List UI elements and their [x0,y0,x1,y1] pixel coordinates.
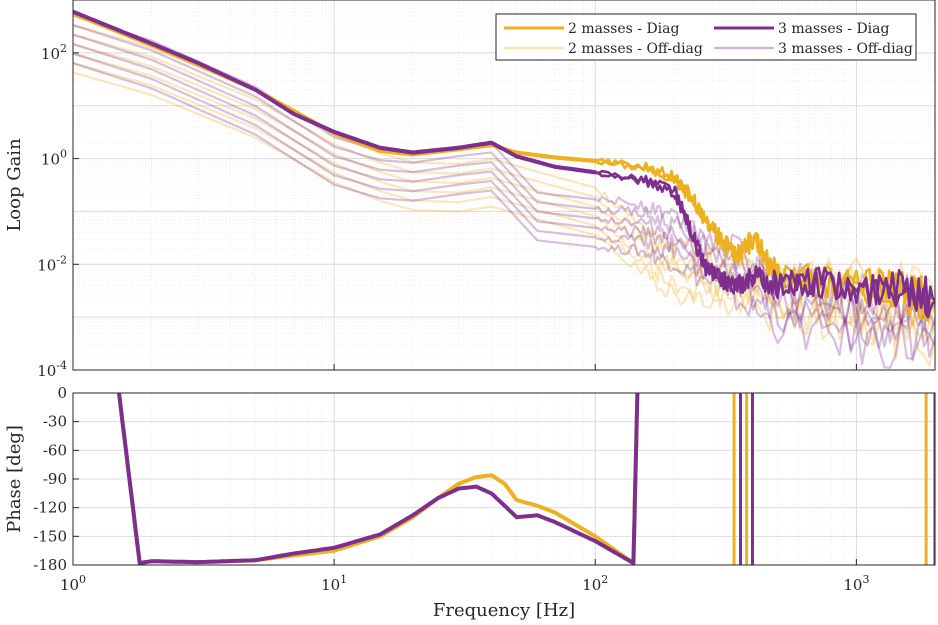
offdiag-line [73,61,935,346]
diag-line [73,9,935,316]
xtick-label: 103 [843,573,869,594]
offdiag-line [73,42,935,327]
ytick-label: -90 [43,470,67,488]
loop-gain-series [73,9,935,369]
loop-gain-axes-box [72,0,936,371]
legend: 2 masses - Diag 3 masses - Diag 2 masses -… [495,13,917,61]
loop-gain-axes: 10-4 10-2 100 102 Loop Gain [4,0,936,380]
offdiag-line [73,62,935,369]
ytick-label: -180 [33,556,67,574]
legend-box [495,13,917,61]
xtick-label: 101 [321,573,347,594]
legend-label: 2 masses - Off-diag [568,41,703,57]
ytick-label: 0 [57,384,67,402]
legend-label: 3 masses - Off-diag [778,41,913,57]
phase-axes: -180 -150 -120 -90 -60 -30 0 100 101 102 103 Phase… [4,384,936,621]
legend-label: 3 masses - Diag [778,21,889,37]
phase-series [117,393,935,565]
ytick-label: -30 [43,413,67,431]
phase-ticks: -180 -150 -120 -90 -60 -30 0 100 101 102 103 [33,384,869,594]
xtick-label: 102 [582,573,608,594]
loop-gain-plot-area [73,0,935,370]
frequency-xlabel: Frequency [Hz] [433,600,575,621]
ytick-label: -120 [33,499,67,517]
loop-gain-ylabel: Loop Gain [4,138,25,232]
offdiag-line [73,71,935,367]
offdiag-line [73,52,935,346]
offdiag-line [73,33,935,329]
loop-gain-ticks: 10-4 10-2 100 102 [37,42,857,380]
phase-line [117,393,640,565]
ytick-label: 102 [41,42,67,63]
xtick-label: 100 [60,573,86,594]
phase-ylabel: Phase [deg] [4,425,25,533]
diag-line [73,11,935,319]
ytick-label: -150 [33,527,67,545]
legend-label: 2 masses - Diag [568,21,679,37]
ytick-label: 10-2 [37,253,67,274]
ytick-label: -60 [43,441,67,459]
ytick-label: 100 [41,148,67,169]
diag-line [73,11,935,320]
ytick-label: 10-4 [37,359,67,380]
